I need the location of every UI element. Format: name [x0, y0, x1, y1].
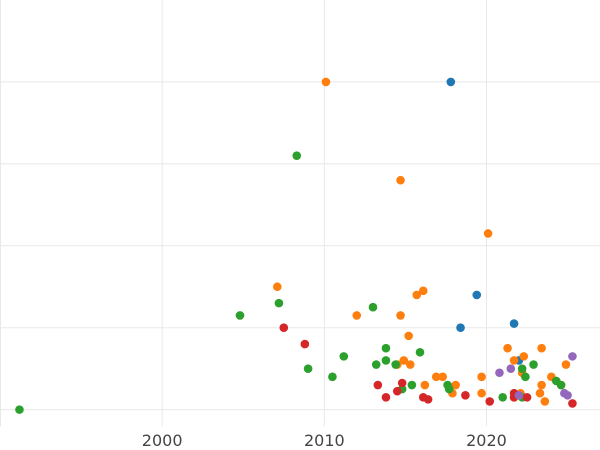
- scatter-point: [274, 298, 284, 308]
- scatter-point: [519, 352, 529, 361]
- scatter-point: [397, 378, 407, 388]
- scatter-point: [373, 380, 383, 390]
- scatter-point: [461, 390, 470, 400]
- scatter-point: [522, 393, 532, 402]
- scatter-point: [391, 360, 400, 369]
- scatter-point: [272, 282, 282, 292]
- scatter-point: [568, 399, 577, 408]
- scatter-point: [15, 405, 24, 414]
- scatter-point: [483, 229, 493, 238]
- x-tick-label: 2020: [466, 431, 507, 450]
- scatter-point: [412, 290, 422, 300]
- scatter-point: [396, 175, 405, 185]
- x-tick-label: 2000: [142, 431, 183, 450]
- scatter-point: [339, 352, 349, 361]
- scatter-point: [509, 319, 519, 328]
- scatter-point: [300, 339, 310, 349]
- x-tick-label: 2010: [304, 431, 345, 450]
- scatter-point: [405, 360, 415, 369]
- scatter-point: [420, 380, 430, 390]
- scatter-point: [371, 360, 381, 369]
- scatter-point: [321, 77, 331, 87]
- data-points: [15, 77, 577, 414]
- scatter-point: [431, 372, 441, 382]
- scatter-point: [509, 356, 519, 365]
- scatter-point: [503, 343, 512, 353]
- scatter-point: [495, 368, 504, 378]
- scatter-point: [407, 380, 417, 390]
- scatter-point: [517, 364, 527, 373]
- scatter-point: [521, 372, 530, 382]
- scatter-point: [438, 372, 448, 382]
- scatter-point: [399, 356, 409, 365]
- scatter-point: [392, 386, 402, 396]
- scatter-point: [540, 397, 550, 406]
- scatter-point: [381, 393, 391, 402]
- scatter-point: [456, 323, 465, 332]
- scatter-point: [472, 290, 482, 300]
- scatter-point: [537, 380, 546, 390]
- scatter-point: [561, 360, 571, 369]
- scatter-point: [404, 331, 413, 341]
- scatter-point: [328, 372, 337, 382]
- scatter-point: [477, 388, 486, 398]
- scatter-point: [418, 286, 428, 296]
- scatter-point: [535, 388, 545, 398]
- grid-lines: [0, 0, 600, 426]
- scatter-point: [537, 343, 546, 353]
- scatter-point: [514, 390, 524, 400]
- scatter-point: [352, 311, 362, 320]
- scatter-point: [556, 380, 566, 390]
- scatter-point: [235, 311, 245, 320]
- scatter-point: [368, 302, 378, 312]
- scatter-point: [415, 347, 425, 357]
- scatter-point: [506, 364, 516, 373]
- scatter-point: [381, 343, 391, 353]
- scatter-point: [498, 393, 508, 402]
- scatter-point: [477, 372, 486, 382]
- scatter-point: [563, 390, 572, 400]
- scatter-point: [568, 352, 577, 361]
- scatter-point: [381, 356, 391, 365]
- scatter-point: [485, 397, 495, 406]
- scatter-point: [303, 364, 313, 373]
- scatter-point: [292, 151, 302, 160]
- scatter-point: [446, 77, 456, 87]
- scatter-point: [529, 360, 538, 369]
- scatter-point: [451, 380, 460, 390]
- scatter-point: [279, 323, 289, 332]
- x-tick-labels: 2000 2010 2020: [142, 431, 507, 450]
- scatter-point: [444, 384, 454, 394]
- scatter-point: [423, 395, 433, 404]
- scatter-point: [396, 311, 405, 320]
